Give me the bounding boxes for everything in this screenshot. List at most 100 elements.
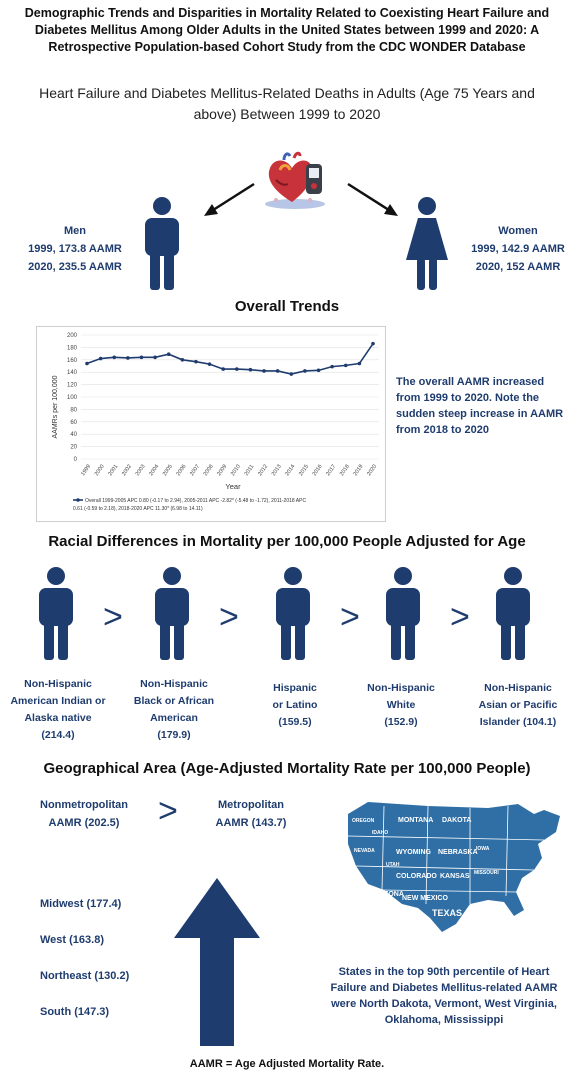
note-line-3: sudden steep increase in AAMR (396, 408, 564, 420)
x-tick-label: 2011 (244, 464, 256, 477)
y-tick-label: 140 (67, 370, 78, 376)
trend-point (357, 361, 362, 366)
trend-point (180, 358, 185, 362)
racial-differences-title: Racial Differences in Mortality per 100,… (48, 533, 526, 550)
note-line-4: from 2018 to 2020 (396, 424, 489, 436)
map-label: NEVADA (354, 848, 375, 854)
race-label-line: American Indian or (10, 695, 106, 707)
x-axis-label: Year (225, 482, 241, 491)
race-label-line: Non-Hispanic (367, 682, 435, 694)
trend-point (289, 372, 294, 376)
x-tick-label: 2001 (107, 464, 119, 477)
race-label-line: (214.4) (41, 729, 75, 741)
trend-point (275, 369, 280, 373)
map-label: NEBRASKA (438, 849, 478, 856)
x-tick-label: 2007 (189, 464, 201, 477)
race-label-line: Non-Hispanic (140, 678, 208, 690)
race-label-asian: Non-Hispanic Asian or Pacific Islander (… (466, 680, 570, 731)
map-label: NEW MEXICO (402, 895, 448, 902)
race-label-line: Black or African (133, 695, 215, 707)
x-tick-label: 2010 (230, 464, 242, 477)
trend-point (262, 369, 266, 373)
women-2020-value: 2020, 152 AAMR (475, 261, 561, 273)
x-tick-label: 2020 (366, 464, 378, 477)
nonmetro-label: Nonmetropolitan (40, 799, 128, 811)
trend-point (126, 356, 130, 360)
y-tick-label: 60 (70, 420, 77, 426)
states-line-4: Oklahoma, Mississippi (384, 1014, 504, 1026)
region-northeast: Northeast (130.2) (40, 970, 130, 982)
trend-point (303, 369, 307, 373)
arrow-to-women-icon (347, 182, 398, 216)
trend-point (221, 367, 225, 371)
top-states-note: States in the top 90th percentile of Hea… (318, 964, 570, 1028)
x-tick-label: 2017 (325, 464, 337, 477)
note-line-1: The overall AAMR increased (396, 376, 545, 388)
trend-point (166, 352, 171, 357)
race-label-line: (159.5) (278, 716, 312, 728)
map-label: ARIZONA (372, 891, 404, 898)
women-1999-value: 1999, 142.9 AAMR (471, 243, 565, 255)
x-tick-label: 2015 (298, 464, 310, 477)
race-label-white: Non-Hispanic White (152.9) (356, 680, 446, 731)
trend-point (194, 359, 198, 364)
map-label: UTAH (386, 862, 400, 868)
map-label: IOWA (476, 846, 490, 852)
race-label-black: Non-Hispanic Black or African American (… (124, 676, 224, 744)
race-label-line: Alaska native (24, 712, 92, 724)
x-tick-label: 2018 (339, 464, 351, 477)
y-axis-label: AAMRs per 100,000 (52, 375, 59, 438)
x-tick-label: 2019 (353, 464, 365, 477)
race-label-line: (179.9) (157, 729, 191, 741)
subtitle-line-2: above) Between 1999 to 2020 (193, 106, 381, 122)
trend-point (139, 355, 144, 360)
states-line-2: Failure and Diabetes Mellitus-related AA… (330, 982, 558, 994)
title-line-1: Demographic Trends and Disparities in Mo… (24, 6, 550, 20)
men-2020-value: 2020, 235.5 AAMR (28, 261, 122, 273)
states-line-3: were North Dakota, Vermont, West Virgini… (331, 998, 557, 1010)
men-label: Men (64, 225, 86, 237)
greater-than-symbol: > (158, 792, 178, 830)
subtitle-line-1: Heart Failure and Diabetes Mellitus-Rela… (39, 85, 535, 101)
title-line-3: Retrospective Population-based Cohort St… (48, 40, 526, 54)
trend-point (371, 341, 375, 346)
y-tick-label: 0 (74, 457, 78, 463)
infographic-subtitle: Heart Failure and Diabetes Mellitus-Rela… (20, 83, 554, 125)
race-label-line: Non-Hispanic (24, 678, 92, 690)
x-tick-label: 2014 (284, 464, 296, 477)
women-label: Women (498, 225, 538, 237)
greater-than-symbol: > (450, 598, 470, 636)
x-tick-label: 2012 (257, 464, 269, 477)
men-1999-value: 1999, 173.8 AAMR (28, 243, 122, 255)
metro-value: AAMR (143.7) (215, 817, 287, 829)
race-label-line: Hispanic (273, 682, 317, 694)
y-tick-label: 200 (67, 333, 78, 339)
trend-point (153, 355, 157, 360)
overall-trend-note: The overall AAMR increased from 1999 to … (396, 374, 568, 438)
x-tick-label: 2002 (121, 464, 133, 477)
legend-text-line-1: Overall 1999-2005 APC 0.80 (-0.17 to 2.9… (85, 498, 306, 504)
y-tick-label: 80 (70, 407, 77, 413)
legend-text-line-2: 0.61 (-0.59 to 2.18), 2018-2020 APC 11.3… (73, 506, 203, 512)
y-tick-label: 100 (67, 395, 78, 401)
man-figure-icon (145, 197, 179, 290)
trend-point (207, 362, 212, 366)
y-tick-label: 120 (67, 383, 78, 389)
trend-series-line (86, 343, 374, 375)
map-label: OREGON (352, 818, 375, 824)
race-label-line: American (150, 712, 198, 724)
map-label: KANSAS (440, 873, 470, 880)
region-midwest: Midwest (177.4) (40, 898, 122, 910)
race-label-aian: Non-Hispanic American Indian or Alaska n… (2, 676, 114, 744)
greater-than-symbol: > (219, 598, 239, 636)
x-tick-label: 2009 (216, 464, 228, 477)
title-line-2: Diabetes Mellitus Among Older Adults in … (34, 23, 540, 37)
race-label-line: (152.9) (384, 716, 418, 728)
race-label-line: or Latino (272, 699, 318, 711)
race-label-line: Islander (104.1) (479, 716, 557, 728)
x-tick-label: 2006 (176, 464, 188, 477)
trend-point (343, 363, 348, 368)
person-figure-icon (380, 566, 426, 667)
x-tick-label: 2003 (135, 464, 147, 477)
woman-figure-icon (406, 197, 448, 290)
